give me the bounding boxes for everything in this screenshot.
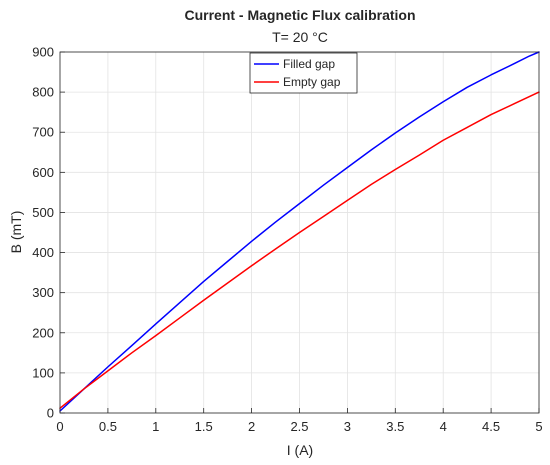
series-layer xyxy=(59,51,540,412)
x-tick-label: 1 xyxy=(152,419,159,434)
y-tick-label: 500 xyxy=(32,205,54,220)
y-tick-label: 300 xyxy=(32,285,54,300)
series-line-empty-gap xyxy=(59,91,540,409)
y-tick-label: 0 xyxy=(47,406,54,421)
ticks xyxy=(59,51,540,414)
legend-label-filled-gap: Filled gap xyxy=(283,57,335,71)
legend[interactable]: Filled gap Empty gap xyxy=(249,52,358,94)
series-line-filled-gap xyxy=(59,51,540,412)
legend-box xyxy=(249,52,358,94)
y-tick-label: 700 xyxy=(32,125,54,140)
tick-labels: 0 0.5 1 1.5 2 2.5 3 3.5 4 4.5 5 0 100 200 300 400 500 600… xyxy=(32,45,542,435)
x-tick-label: 3.5 xyxy=(386,419,404,434)
y-tick-label: 400 xyxy=(32,245,54,260)
x-tick-label: 1.5 xyxy=(195,419,213,434)
y-tick-label: 900 xyxy=(32,45,54,60)
x-tick-label: 3 xyxy=(344,419,351,434)
x-tick-label: 4.5 xyxy=(482,419,500,434)
x-tick-label: 5 xyxy=(535,419,542,434)
legend-label-empty-gap: Empty gap xyxy=(283,75,341,89)
y-tick-label: 800 xyxy=(32,85,54,100)
x-axis-label: I (A) xyxy=(287,442,313,458)
x-tick-label: 0.5 xyxy=(99,419,117,434)
x-tick-label: 2 xyxy=(248,419,255,434)
x-tick-label: 0 xyxy=(56,419,63,434)
y-tick-label: 600 xyxy=(32,165,54,180)
chart-title: Current - Magnetic Flux calibration xyxy=(184,7,415,23)
x-tick-label: 2.5 xyxy=(290,419,308,434)
chart-subtitle: T= 20 °C xyxy=(272,29,328,45)
y-tick-label: 100 xyxy=(32,365,54,380)
x-tick-label: 4 xyxy=(440,419,447,434)
y-tick-label: 200 xyxy=(32,325,54,340)
y-axis-label: B (mT) xyxy=(8,211,24,254)
